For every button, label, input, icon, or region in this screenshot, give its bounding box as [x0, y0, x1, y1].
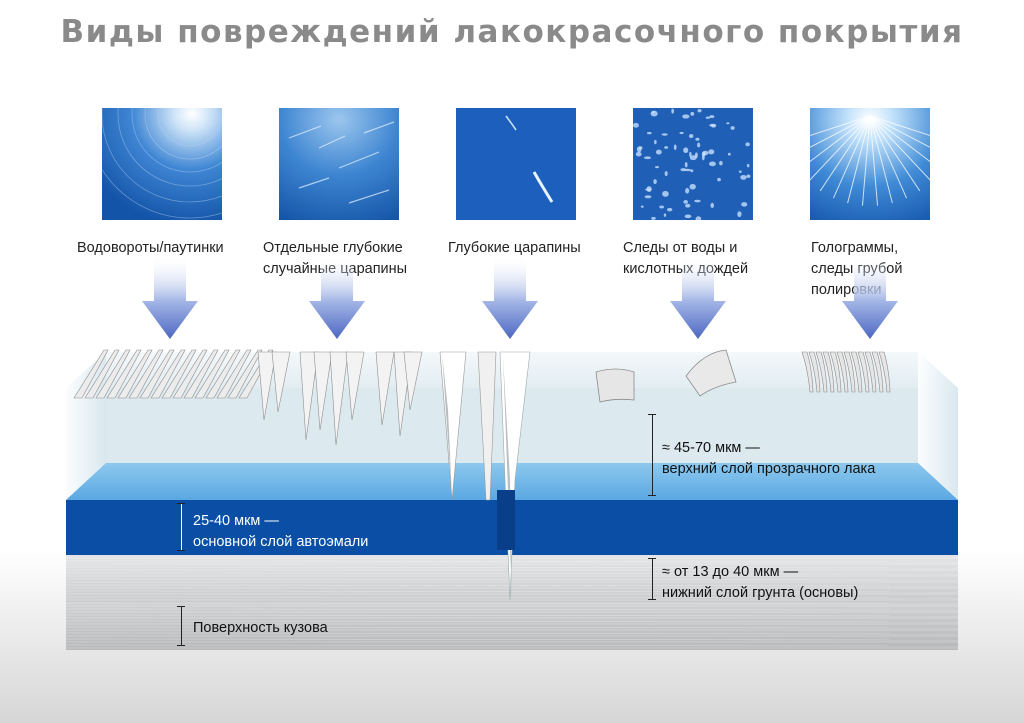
down-arrow-icon	[482, 255, 538, 339]
random-scratches-photo	[279, 108, 399, 220]
primer-layer	[66, 555, 958, 602]
primer-bracket	[648, 558, 661, 600]
body-bracket	[177, 606, 190, 646]
holograms-photo	[810, 108, 930, 220]
body-note: Поверхность кузова	[193, 620, 328, 636]
basecoat-note: 25-40 мкм — основной слой автоэмали	[193, 513, 369, 550]
swirl-marks-photo	[102, 108, 222, 220]
primer-note: ≈ от 13 до 40 мкм — нижний слой грунта (…	[662, 564, 859, 601]
body-layer	[66, 602, 958, 650]
basecoat-bracket	[177, 503, 190, 551]
deep-scratches-photo	[456, 108, 576, 220]
clearcoat-bracket	[648, 414, 661, 496]
clearcoat-note: ≈ 45-70 мкм — верхний слой прозрачного л…	[662, 440, 876, 477]
page-title: Виды повреждений лакокрасочного покрытия	[60, 14, 964, 50]
damage-label-swirls: Водовороты/паутинки	[77, 240, 224, 256]
down-arrow-icon	[670, 255, 726, 339]
down-arrow-icon	[309, 255, 365, 339]
damage-label-random-scratches: Отдельные глубокие случайные царапины	[263, 240, 408, 277]
down-arrow-icon	[842, 255, 898, 339]
damage-label-deep-scratches: Глубокие царапины	[448, 240, 581, 256]
damage-label-water-spots: Следы от воды и кислотных дождей	[623, 240, 749, 277]
water-spots-photo	[633, 108, 753, 220]
down-arrow-icon	[142, 255, 198, 339]
